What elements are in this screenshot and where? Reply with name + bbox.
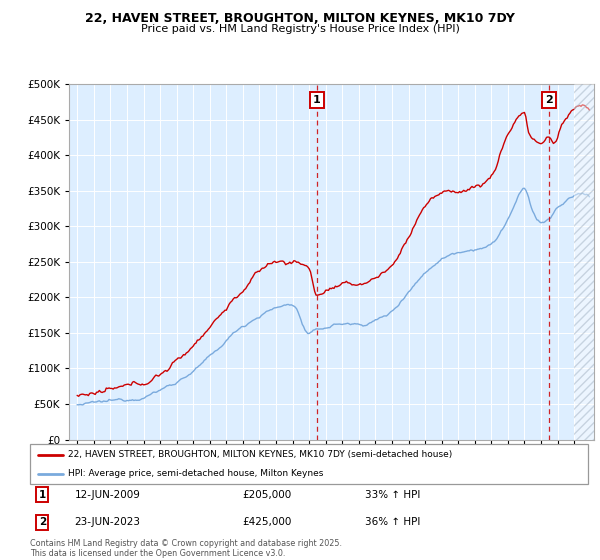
Text: £425,000: £425,000: [242, 517, 292, 528]
FancyBboxPatch shape: [30, 444, 588, 484]
Text: 2: 2: [545, 95, 553, 105]
Text: 22, HAVEN STREET, BROUGHTON, MILTON KEYNES, MK10 7DY (semi-detached house): 22, HAVEN STREET, BROUGHTON, MILTON KEYN…: [68, 450, 452, 459]
Text: 12-JUN-2009: 12-JUN-2009: [74, 489, 140, 500]
Text: 1: 1: [313, 95, 320, 105]
Text: HPI: Average price, semi-detached house, Milton Keynes: HPI: Average price, semi-detached house,…: [68, 469, 323, 478]
Text: £205,000: £205,000: [242, 489, 291, 500]
Text: 23-JUN-2023: 23-JUN-2023: [74, 517, 140, 528]
Text: 36% ↑ HPI: 36% ↑ HPI: [365, 517, 420, 528]
Text: 2: 2: [38, 517, 46, 528]
Text: 33% ↑ HPI: 33% ↑ HPI: [365, 489, 420, 500]
Text: Price paid vs. HM Land Registry's House Price Index (HPI): Price paid vs. HM Land Registry's House …: [140, 24, 460, 34]
Text: 1: 1: [38, 489, 46, 500]
Bar: [574, 84, 594, 440]
Text: Contains HM Land Registry data © Crown copyright and database right 2025.
This d: Contains HM Land Registry data © Crown c…: [30, 539, 342, 558]
Text: 22, HAVEN STREET, BROUGHTON, MILTON KEYNES, MK10 7DY: 22, HAVEN STREET, BROUGHTON, MILTON KEYN…: [85, 12, 515, 25]
